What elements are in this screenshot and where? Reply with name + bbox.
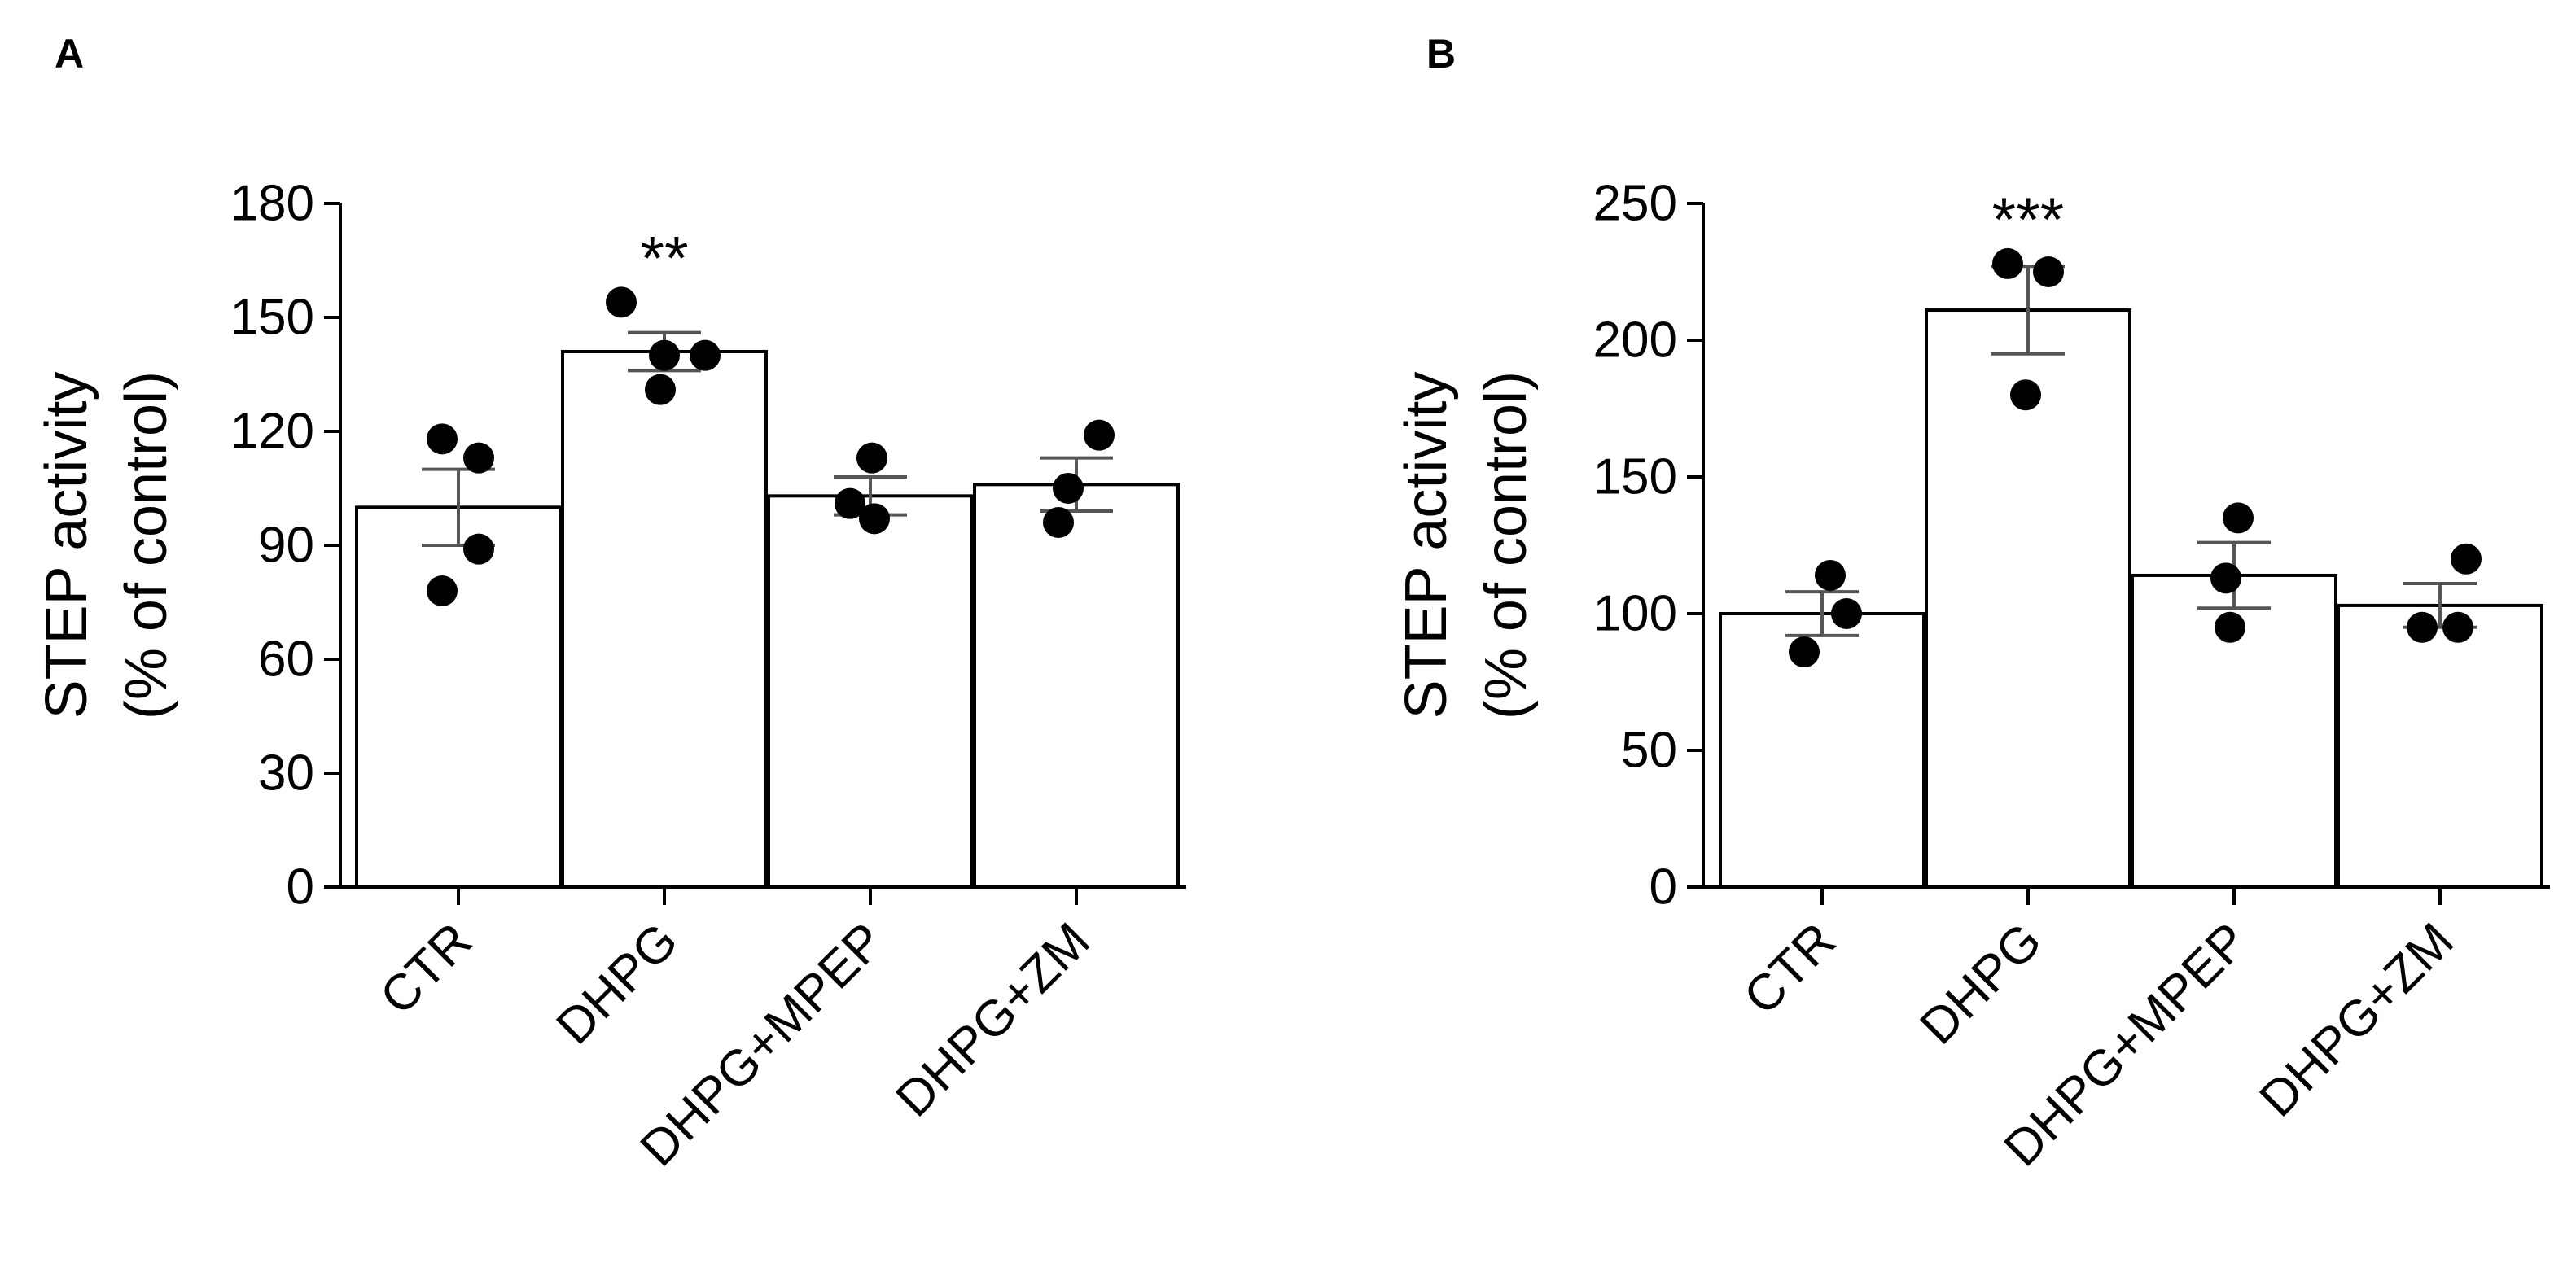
x-tick-label: DHPG (1909, 912, 2052, 1055)
y-axis-label-unit: (% of control) (1474, 371, 1539, 719)
y-tick-label: 30 (258, 745, 314, 802)
y-tick-label: 150 (230, 290, 314, 346)
x-tick-label: DHPG+ZM (886, 912, 1101, 1127)
y-tick-label: 90 (258, 518, 314, 574)
x-tick-label: DHPG (545, 912, 688, 1055)
panel-letter: A (55, 31, 84, 77)
data-point (1789, 636, 1820, 668)
y-tick-label: 120 (230, 404, 314, 460)
data-point (2451, 543, 2482, 575)
data-point (835, 487, 865, 519)
data-point (645, 374, 676, 405)
y-tick-label: 250 (1593, 176, 1677, 232)
y-tick-label: 60 (258, 632, 314, 688)
data-point (2210, 562, 2241, 594)
data-point (2215, 611, 2245, 643)
y-axis-label: STEP activity (1394, 372, 1459, 719)
data-point (2442, 611, 2473, 643)
data-point (649, 339, 680, 371)
y-axis-label-unit: (% of control) (114, 371, 179, 719)
data-point (1084, 419, 1115, 451)
y-tick-label: 150 (1593, 449, 1677, 505)
bar (973, 483, 1180, 889)
data-point (2010, 379, 2041, 411)
y-tick-label: 200 (1593, 313, 1677, 369)
y-tick-label: 0 (1649, 859, 1677, 916)
data-point (856, 442, 887, 474)
data-point (427, 575, 458, 606)
y-tick-label: 180 (230, 176, 314, 232)
data-point (2223, 502, 2254, 534)
significance-label: *** (1992, 186, 2065, 255)
y-tick-label: 50 (1621, 723, 1677, 779)
x-tick-label: CTR (1733, 912, 1847, 1025)
x-tick-label: DHPG+ZM (2250, 912, 2464, 1127)
data-point (606, 286, 637, 318)
panel-letter: B (1426, 31, 1456, 77)
bar (355, 505, 562, 889)
data-point (1831, 598, 1862, 629)
data-point (463, 442, 494, 474)
data-point (690, 339, 721, 371)
data-point (1043, 507, 1074, 538)
x-tick-label: CTR (370, 912, 483, 1025)
y-axis-label: STEP activity (34, 372, 99, 719)
data-point (1815, 559, 1846, 591)
data-point (1992, 247, 2023, 279)
y-tick-label: 100 (1593, 586, 1677, 642)
bar (767, 494, 974, 889)
y-tick-label: 0 (287, 859, 314, 916)
data-point (463, 533, 494, 565)
data-point (859, 503, 890, 535)
bar (561, 350, 768, 889)
data-point (427, 423, 458, 455)
data-point (1053, 473, 1084, 504)
bar (2337, 603, 2543, 889)
bar (1719, 612, 1925, 889)
significance-label: ** (640, 224, 688, 293)
data-point (2033, 256, 2064, 287)
data-point (2407, 611, 2438, 643)
